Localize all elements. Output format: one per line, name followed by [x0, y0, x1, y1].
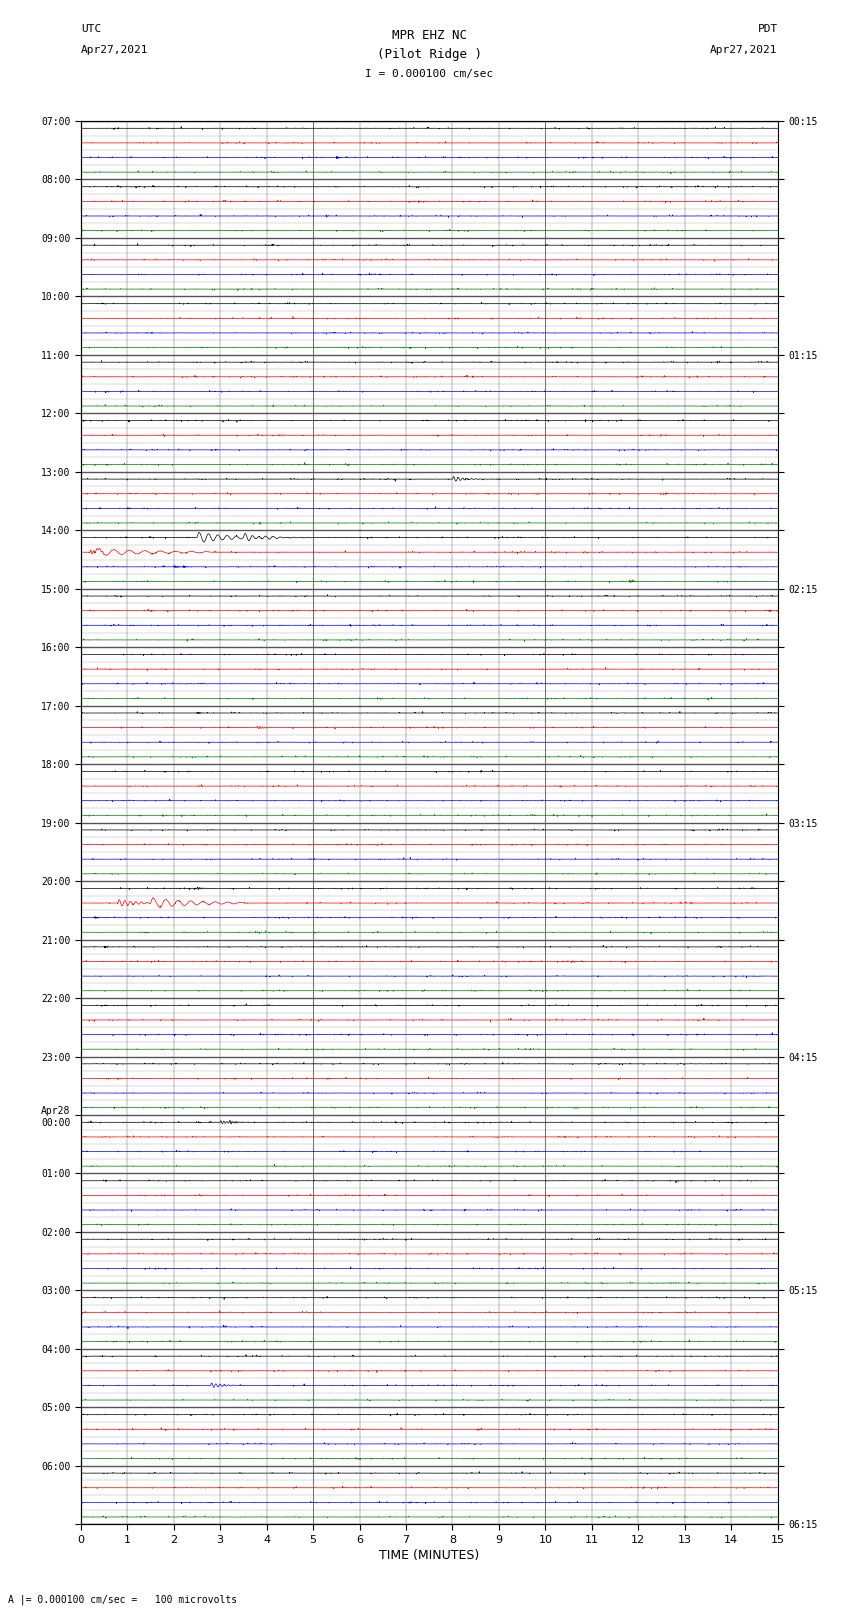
Text: I = 0.000100 cm/sec: I = 0.000100 cm/sec	[366, 69, 493, 79]
Text: Apr27,2021: Apr27,2021	[81, 45, 148, 55]
Text: (Pilot Ridge ): (Pilot Ridge )	[377, 48, 482, 61]
Text: MPR EHZ NC: MPR EHZ NC	[392, 29, 467, 42]
Text: A |= 0.000100 cm/sec =   100 microvolts: A |= 0.000100 cm/sec = 100 microvolts	[8, 1594, 238, 1605]
X-axis label: TIME (MINUTES): TIME (MINUTES)	[379, 1548, 479, 1561]
Text: Apr27,2021: Apr27,2021	[711, 45, 778, 55]
Text: PDT: PDT	[757, 24, 778, 34]
Text: UTC: UTC	[81, 24, 101, 34]
